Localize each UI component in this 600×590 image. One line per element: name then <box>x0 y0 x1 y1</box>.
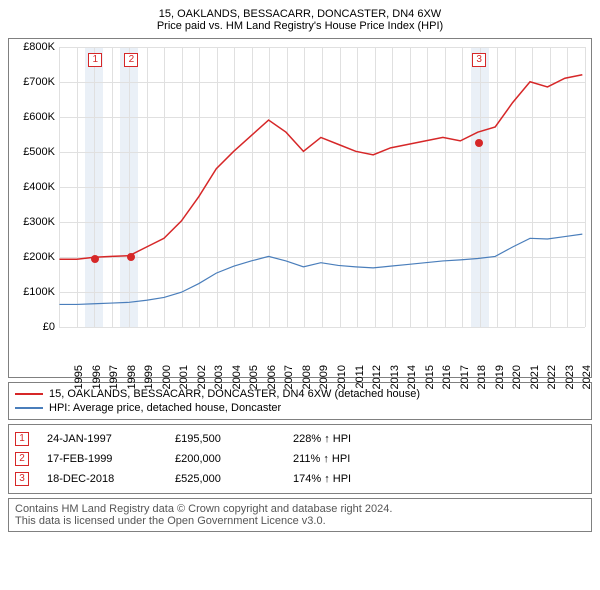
transaction-row: 3 18-DEC-2018 £525,000 174% ↑ HPI <box>15 469 585 489</box>
x-axis-label: 2013 <box>389 365 401 405</box>
transaction-marker-3: 3 <box>472 53 486 67</box>
x-axis-label: 2024 <box>581 365 593 405</box>
x-axis-label: 2003 <box>213 365 225 405</box>
transaction-date: 24-JAN-1997 <box>47 433 157 445</box>
y-axis-label: £300K <box>9 216 55 228</box>
x-axis-label: 2007 <box>283 365 295 405</box>
x-axis-label: 2018 <box>476 365 488 405</box>
x-axis-label: 2008 <box>301 365 313 405</box>
x-axis-label: 2004 <box>231 365 243 405</box>
y-axis-label: £800K <box>9 41 55 53</box>
x-axis-label: 2005 <box>248 365 260 405</box>
transaction-marker-1: 1 <box>88 53 102 67</box>
transaction-price: £525,000 <box>175 473 275 485</box>
series-hpi <box>59 234 582 304</box>
chart-subtitle: Price paid vs. HM Land Registry's House … <box>8 20 592 32</box>
x-axis-label: 2015 <box>424 365 436 405</box>
chart-title-block: 15, OAKLANDS, BESSACARR, DONCASTER, DN4 … <box>8 8 592 32</box>
transaction-hpi: 174% ↑ HPI <box>293 473 413 485</box>
x-axis-label: 2002 <box>196 365 208 405</box>
transaction-dot-3 <box>475 139 483 147</box>
chart-lines-svg <box>9 39 591 377</box>
x-axis-label: 2017 <box>459 365 471 405</box>
y-axis-label: £200K <box>9 251 55 263</box>
legend-swatch <box>15 407 43 409</box>
y-axis-label: £500K <box>9 146 55 158</box>
transaction-row: 2 17-FEB-1999 £200,000 211% ↑ HPI <box>15 449 585 469</box>
y-axis-label: £700K <box>9 76 55 88</box>
x-axis-label: 2021 <box>529 365 541 405</box>
transaction-row-marker: 1 <box>15 432 29 446</box>
transaction-row-marker: 2 <box>15 452 29 466</box>
x-axis-label: 2000 <box>161 365 173 405</box>
x-axis-label: 1996 <box>91 365 103 405</box>
attribution-line: Contains HM Land Registry data © Crown c… <box>15 503 585 515</box>
series-price_paid <box>59 75 582 259</box>
x-axis-label: 2009 <box>318 365 330 405</box>
transaction-row: 1 24-JAN-1997 £195,500 228% ↑ HPI <box>15 429 585 449</box>
legend-swatch <box>15 393 43 395</box>
y-axis-label: £400K <box>9 181 55 193</box>
chart-title: 15, OAKLANDS, BESSACARR, DONCASTER, DN4 … <box>8 8 592 20</box>
transaction-price: £195,500 <box>175 433 275 445</box>
transaction-price: £200,000 <box>175 453 275 465</box>
x-axis-label: 2010 <box>336 365 348 405</box>
transactions-box: 1 24-JAN-1997 £195,500 228% ↑ HPI 2 17-FEB-19… <box>8 424 592 494</box>
transaction-date: 18-DEC-2018 <box>47 473 157 485</box>
transaction-date: 17-FEB-1999 <box>47 453 157 465</box>
attribution-line: This data is licensed under the Open Gov… <box>15 515 585 527</box>
attribution-box: Contains HM Land Registry data © Crown c… <box>8 498 592 532</box>
x-axis-label: 2006 <box>266 365 278 405</box>
x-axis-label: 1998 <box>126 365 138 405</box>
x-axis-label: 2001 <box>178 365 190 405</box>
x-axis-label: 1995 <box>73 365 85 405</box>
y-axis-label: £600K <box>9 111 55 123</box>
transaction-dot-1 <box>91 255 99 263</box>
transaction-row-marker: 3 <box>15 472 29 486</box>
price-chart: £0 £100K £200K £300K £400K £500K £600K £700K £80… <box>8 38 592 378</box>
x-axis-label: 2019 <box>494 365 506 405</box>
x-axis-label: 2011 <box>354 365 366 405</box>
x-axis-label: 2012 <box>371 365 383 405</box>
x-axis-label: 1999 <box>143 365 155 405</box>
transaction-dot-2 <box>127 253 135 261</box>
x-axis-label: 2020 <box>511 365 523 405</box>
transaction-marker-2: 2 <box>124 53 138 67</box>
x-axis-label: 2023 <box>564 365 576 405</box>
y-axis-label: £100K <box>9 286 55 298</box>
y-axis-label: £0 <box>9 321 55 333</box>
transaction-hpi: 228% ↑ HPI <box>293 433 413 445</box>
x-axis-label: 2022 <box>546 365 558 405</box>
x-axis-label: 2016 <box>441 365 453 405</box>
x-axis-label: 2014 <box>406 365 418 405</box>
x-axis-label: 1997 <box>108 365 120 405</box>
transaction-hpi: 211% ↑ HPI <box>293 453 413 465</box>
